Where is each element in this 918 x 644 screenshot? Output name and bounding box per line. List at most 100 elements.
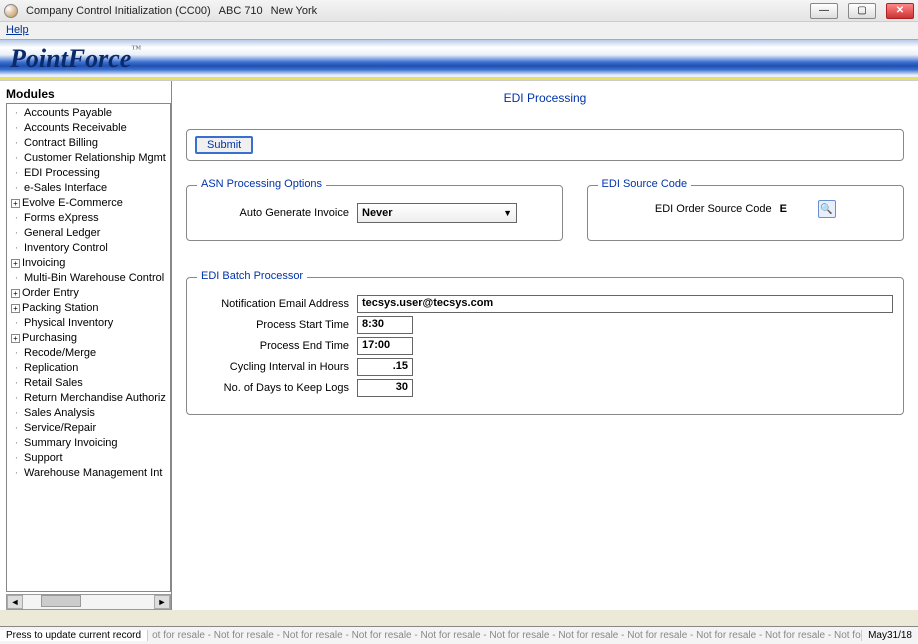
scroll-thumb[interactable] [41,595,81,607]
end-time-label: Process End Time [197,340,357,352]
menubar: Help [0,22,918,40]
sidebar-item-label: Retail Sales [24,376,83,391]
sidebar-item[interactable]: +Order Entry [7,286,170,301]
lookup-button[interactable]: 🔍 [818,200,836,218]
brand-name: PointForce [10,44,131,73]
sidebar-item[interactable]: +Evolve E-Commerce [7,196,170,211]
sidebar-item-label: Invoicing [22,256,65,271]
sidebar-item[interactable]: +Packing Station [7,301,170,316]
expand-icon[interactable]: + [11,259,20,268]
expand-icon[interactable]: + [11,289,20,298]
tree-bullet-icon: · [11,226,22,241]
tree-bullet-icon: · [11,151,22,166]
sidebar-item[interactable]: ·Warehouse Management Int [7,466,170,481]
maximize-button[interactable]: ▢ [848,3,876,19]
sidebar-item[interactable]: ·e-Sales Interface [7,181,170,196]
sidebar-item-label: Accounts Payable [24,106,112,121]
interval-input[interactable]: .15 [357,358,413,376]
sidebar-item-label: Support [24,451,63,466]
sidebar-item-label: Evolve E-Commerce [22,196,123,211]
edi-source-label: EDI Order Source Code [655,203,772,215]
auto-invoice-select[interactable]: Never ▼ [357,203,517,223]
submit-button[interactable]: Submit [195,136,253,154]
sidebar-item[interactable]: ·Support [7,451,170,466]
close-button[interactable]: ✕ [886,3,914,19]
status-watermark: ot for resale - Not for resale - Not for… [148,630,861,641]
sidebar-item[interactable]: ·Replication [7,361,170,376]
edi-source-input[interactable]: E [780,203,810,215]
expand-icon[interactable]: + [11,304,20,313]
submit-panel: Submit [186,129,904,161]
sidebar-item[interactable]: ·Return Merchandise Authoriz [7,391,170,406]
sidebar-item[interactable]: ·Physical Inventory [7,316,170,331]
menu-help[interactable]: Help [6,24,29,36]
sidebar-hscroll[interactable]: ◄ ► [6,594,171,610]
scroll-track[interactable] [23,595,154,609]
tree-bullet-icon: · [11,271,22,286]
tree-bullet-icon: · [11,436,22,451]
sidebar-item[interactable]: ·Summary Invoicing [7,436,170,451]
sidebar-item[interactable]: ·Forms eXpress [7,211,170,226]
titlebar: Company Control Initialization (CC00) AB… [0,0,918,22]
sidebar-item[interactable]: ·Inventory Control [7,241,170,256]
chevron-down-icon: ▼ [503,208,512,218]
tree-bullet-icon: · [11,466,22,481]
expand-icon[interactable]: + [11,334,20,343]
sidebar-item-label: Recode/Merge [24,346,96,361]
sidebar-item-label: Sales Analysis [24,406,95,421]
sidebar: Modules ·Accounts Payable·Accounts Recei… [0,81,172,610]
end-time-input[interactable]: 17:00 [357,337,413,355]
sidebar-item[interactable]: ·Sales Analysis [7,406,170,421]
sidebar-item-label: Replication [24,361,78,376]
sidebar-item[interactable]: ·Accounts Payable [7,106,170,121]
sidebar-item-label: Packing Station [22,301,98,316]
sidebar-item-label: Forms eXpress [24,211,99,226]
tree-bullet-icon: · [11,391,22,406]
window-location: New York [271,5,317,17]
page-title: EDI Processing [186,91,904,105]
search-icon: 🔍 [820,204,832,215]
batch-legend: EDI Batch Processor [197,270,307,282]
tree-bullet-icon: · [11,406,22,421]
sidebar-item-label: General Ledger [24,226,100,241]
app-icon [4,4,18,18]
sidebar-item-label: Order Entry [22,286,79,301]
sidebar-item-label: Inventory Control [24,241,108,256]
statusbar: Press to update current record ot for re… [0,626,918,644]
status-date: May31/18 [861,630,918,641]
sidebar-item[interactable]: +Invoicing [7,256,170,271]
tree-bullet-icon: · [11,211,22,226]
sidebar-item-label: Customer Relationship Mgmt [24,151,166,166]
brand-tm: ™ [131,44,141,55]
sidebar-item[interactable]: ·EDI Processing [7,166,170,181]
sidebar-item-label: Warehouse Management Int [24,466,162,481]
sidebar-item[interactable]: ·Contract Billing [7,136,170,151]
module-tree[interactable]: ·Accounts Payable·Accounts Receivable·Co… [6,103,171,592]
sidebar-item-label: Summary Invoicing [24,436,118,451]
asn-fieldset: ASN Processing Options Auto Generate Inv… [186,185,563,241]
tree-bullet-icon: · [11,106,22,121]
tree-bullet-icon: · [11,316,22,331]
sidebar-item-label: EDI Processing [24,166,100,181]
sidebar-item[interactable]: ·Service/Repair [7,421,170,436]
sidebar-item-label: Physical Inventory [24,316,113,331]
scroll-right-icon[interactable]: ► [154,595,170,609]
scroll-left-icon[interactable]: ◄ [7,595,23,609]
tree-bullet-icon: · [11,451,22,466]
sidebar-item[interactable]: ·Multi-Bin Warehouse Control [7,271,170,286]
sidebar-item[interactable]: ·Customer Relationship Mgmt [7,151,170,166]
sidebar-item[interactable]: ·Retail Sales [7,376,170,391]
start-time-input[interactable]: 8:30 [357,316,413,334]
auto-invoice-label: Auto Generate Invoice [197,207,357,219]
sidebar-item[interactable]: ·Accounts Receivable [7,121,170,136]
sidebar-item[interactable]: ·Recode/Merge [7,346,170,361]
asn-legend: ASN Processing Options [197,178,326,190]
tree-bullet-icon: · [11,421,22,436]
minimize-button[interactable]: — [810,3,838,19]
email-input[interactable]: tecsys.user@tecsys.com [357,295,893,313]
sidebar-item[interactable]: +Purchasing [7,331,170,346]
tree-bullet-icon: · [11,346,22,361]
expand-icon[interactable]: + [11,199,20,208]
sidebar-item[interactable]: ·General Ledger [7,226,170,241]
days-input[interactable]: 30 [357,379,413,397]
